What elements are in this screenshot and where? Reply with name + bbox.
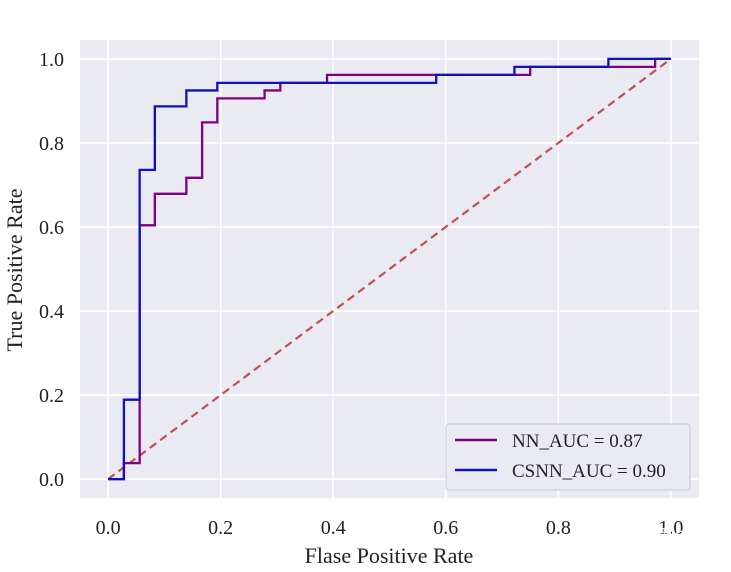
diagonal-reference-line xyxy=(107,58,672,480)
y-axis-label: True Positive Rate xyxy=(2,189,27,352)
y-tick-label: 0.4 xyxy=(39,301,64,323)
x-tick-label: 0.6 xyxy=(433,517,458,539)
y-tick-label: 1.0 xyxy=(39,49,64,71)
y-tick-label: 0.0 xyxy=(39,469,64,491)
x-tick-label: 0.4 xyxy=(321,517,346,539)
roc-curve-series-2 xyxy=(108,57,671,481)
y-tick-label: 0.6 xyxy=(39,217,64,239)
x-axis-label: Flase Positive Rate xyxy=(305,543,474,567)
series-lines xyxy=(108,57,671,481)
reference-line xyxy=(107,58,672,480)
legend: NN_AUC = 0.87 CSNN_AUC = 0.90 xyxy=(445,423,691,491)
legend-label-csnn: CSNN_AUC = 0.90 xyxy=(512,461,666,482)
grid xyxy=(80,40,699,498)
x-tick-label: 0.2 xyxy=(208,517,233,539)
x-tick-label: 1.0 xyxy=(658,517,683,539)
x-tick-labels: 0.0 0.2 0.4 0.6 0.8 1.0 xyxy=(96,517,684,539)
legend-box xyxy=(445,423,691,491)
y-tick-labels: 0.0 0.2 0.4 0.6 0.8 1.0 xyxy=(39,49,64,491)
x-tick-label: 0.0 xyxy=(96,517,121,539)
x-tick-label: 0.8 xyxy=(546,517,571,539)
y-tick-label: 0.8 xyxy=(39,133,64,155)
legend-label-nn: NN_AUC = 0.87 xyxy=(512,431,643,452)
y-tick-label: 0.2 xyxy=(39,385,64,407)
watermark: 知乎 @不再依然 xyxy=(573,526,712,548)
